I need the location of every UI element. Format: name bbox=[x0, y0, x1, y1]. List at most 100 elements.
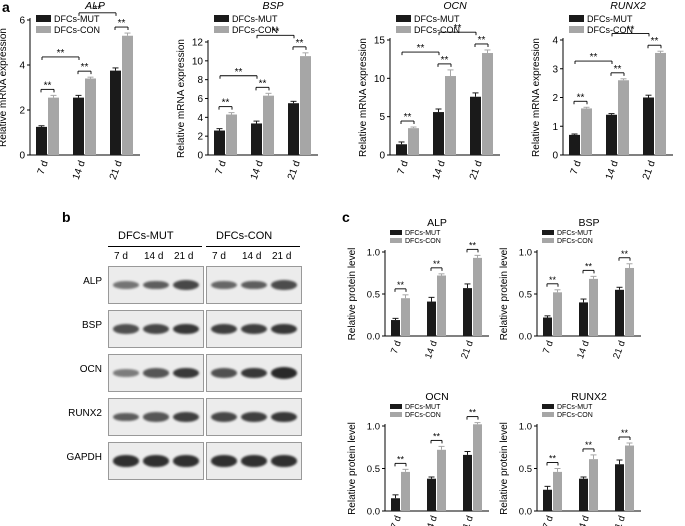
chart-4-bar-1-1 bbox=[437, 275, 446, 336]
chart-2-ylabel: Relative mRNA expression bbox=[358, 38, 369, 157]
chart-7-bar-1-2 bbox=[625, 445, 634, 511]
chart-4-legend-swatch-0 bbox=[390, 230, 402, 235]
blot-band-1-0-1 bbox=[143, 324, 169, 334]
panel-label-c: c bbox=[342, 209, 350, 225]
blot-strip-1-1 bbox=[206, 310, 302, 348]
chart-7-sig-label-0: ** bbox=[549, 454, 557, 464]
blot-band-2-1-0 bbox=[211, 368, 237, 378]
chart-0-legend-swatch-0 bbox=[36, 15, 51, 22]
chart-6-title: OCN bbox=[425, 391, 448, 403]
blot-strip-0-1 bbox=[206, 266, 302, 304]
blot-band-4-1-2 bbox=[271, 455, 297, 467]
blot-strip-3-1 bbox=[206, 398, 302, 436]
blot-band-0-0-0 bbox=[113, 281, 139, 289]
chart-5-ylabel: Relative protein level bbox=[499, 248, 510, 341]
panel-label-a: a bbox=[2, 0, 10, 15]
chart-4-category-label-2: 21 d bbox=[459, 339, 476, 360]
chart-7-ytick-label-0: 0.0 bbox=[519, 507, 532, 518]
chart-2-sig-label-1: ** bbox=[441, 55, 449, 66]
chart-1-title: BSP bbox=[262, 0, 283, 12]
chart-2-sig-label-2: ** bbox=[478, 35, 486, 46]
blot-band-4-0-1 bbox=[143, 455, 169, 467]
chart-1-sig-label-4: ** bbox=[272, 26, 280, 37]
chart-1-ytick-label-1: 2 bbox=[197, 132, 203, 143]
chart-1-bar-1-1 bbox=[263, 95, 274, 155]
blot-band-1-0-2 bbox=[173, 323, 199, 335]
chart-5-bar-0-2 bbox=[615, 289, 624, 336]
chart-0-bar-1-0 bbox=[48, 97, 59, 155]
blot-lane-label-0-1: 14 d bbox=[144, 251, 164, 262]
chart-5-category-label-0: 7 d bbox=[541, 339, 556, 355]
chart-2-sig-label-4: ** bbox=[454, 23, 462, 34]
chart-0-legend-swatch-1 bbox=[36, 26, 51, 33]
chart-3-ytick-label-0: 0 bbox=[552, 151, 558, 162]
blot-band-0-0-2 bbox=[173, 280, 199, 290]
chart-1-bar-0-1 bbox=[251, 123, 262, 155]
chart-5-bar-1-2 bbox=[625, 267, 634, 336]
chart-5-legend-label-0: DFCs-MUT bbox=[557, 230, 593, 237]
chart-3-legend-swatch-1 bbox=[569, 26, 584, 33]
chart-4-legend-swatch-1 bbox=[390, 238, 402, 243]
blot-strip-3-0 bbox=[108, 398, 204, 436]
blot-lane-label-0-0: 7 d bbox=[114, 251, 128, 262]
chart-7-bar-1-0 bbox=[553, 471, 562, 511]
chart-3-sig-label-2: ** bbox=[651, 36, 659, 47]
blot-row-label-2: OCN bbox=[79, 364, 102, 375]
blot-group-label-0: DFCs-MUT bbox=[118, 230, 174, 242]
chart-7-category-label-0: 7 d bbox=[541, 514, 556, 526]
blot-strip-0-0 bbox=[108, 266, 204, 304]
chart-5-bar-0-0 bbox=[543, 317, 552, 336]
chart-4-bar-0-1 bbox=[427, 301, 436, 336]
chart-4-ylabel: Relative protein level bbox=[347, 248, 358, 341]
chart-0-legend-label-0: DFCs-MUT bbox=[54, 14, 100, 24]
chart-6-ytick-label-0: 0.0 bbox=[367, 507, 380, 518]
chart-6-bar-0-1 bbox=[427, 478, 436, 511]
blot-band-4-1-0 bbox=[211, 455, 237, 467]
chart-6-bar-1-1 bbox=[437, 449, 446, 511]
chart-3-sig-label-4: ** bbox=[627, 24, 635, 35]
chart-2-legend-label-0: DFCs-MUT bbox=[414, 14, 460, 24]
chart-0-sig-label-1: ** bbox=[81, 62, 89, 73]
blot-band-3-1-1 bbox=[241, 411, 267, 423]
chart-6-bar-0-0 bbox=[391, 498, 400, 511]
chart-6-sig-label-1: ** bbox=[433, 431, 441, 441]
chart-0-title: ALP bbox=[84, 0, 105, 12]
chart-2-category-label-1: 14 d bbox=[431, 159, 448, 181]
blot-group-label-1: DFCs-CON bbox=[216, 230, 273, 242]
chart-1-category-label-1: 14 d bbox=[249, 159, 266, 181]
chart-2-bar-0-0 bbox=[396, 144, 407, 155]
chart-2-title: OCN bbox=[443, 0, 467, 12]
chart-7-sig-label-1: ** bbox=[585, 440, 593, 450]
chart-1-ytick-label-6: 12 bbox=[192, 38, 204, 49]
chart-4-sig-label-2: ** bbox=[469, 240, 477, 250]
blot-band-3-0-1 bbox=[143, 412, 169, 422]
blot-band-2-0-1 bbox=[143, 368, 169, 378]
chart-5-sig-label-0: ** bbox=[549, 275, 557, 285]
chart-6-ylabel: Relative protein level bbox=[347, 422, 358, 515]
chart-0-bar-0-2 bbox=[110, 70, 121, 155]
blot-band-0-0-1 bbox=[143, 280, 169, 290]
blot-band-2-0-0 bbox=[113, 369, 139, 377]
chart-2-bar-1-2 bbox=[482, 53, 493, 155]
chart-5-legend-swatch-0 bbox=[542, 230, 554, 235]
chart-7-bar-1-1 bbox=[589, 459, 598, 511]
chart-5-ytick-label-0: 0.0 bbox=[519, 332, 532, 343]
chart-1-ytick-label-4: 8 bbox=[197, 75, 203, 86]
chart-1-ytick-label-3: 6 bbox=[197, 94, 203, 105]
blot-band-1-1-0 bbox=[211, 323, 237, 335]
chart-0-ytick-label-2: 4 bbox=[19, 61, 25, 72]
blot-band-2-0-2 bbox=[173, 367, 199, 379]
chart-2-sig-label-0: ** bbox=[404, 112, 412, 123]
chart-5-legend-label-1: DFCs-CON bbox=[557, 238, 593, 245]
chart-2-bar-1-1 bbox=[445, 76, 456, 155]
chart-6-ytick-label-1: 0.5 bbox=[367, 464, 380, 475]
blot-band-3-0-0 bbox=[113, 412, 139, 422]
chart-2-bar-0-2 bbox=[470, 96, 481, 155]
chart-1-category-label-0: 7 d bbox=[214, 159, 229, 176]
blot-band-1-0-0 bbox=[113, 324, 139, 334]
panel-label-b: b bbox=[62, 209, 71, 225]
blot-band-1-1-2 bbox=[271, 323, 297, 335]
chart-6-category-label-2: 21 d bbox=[459, 514, 476, 526]
